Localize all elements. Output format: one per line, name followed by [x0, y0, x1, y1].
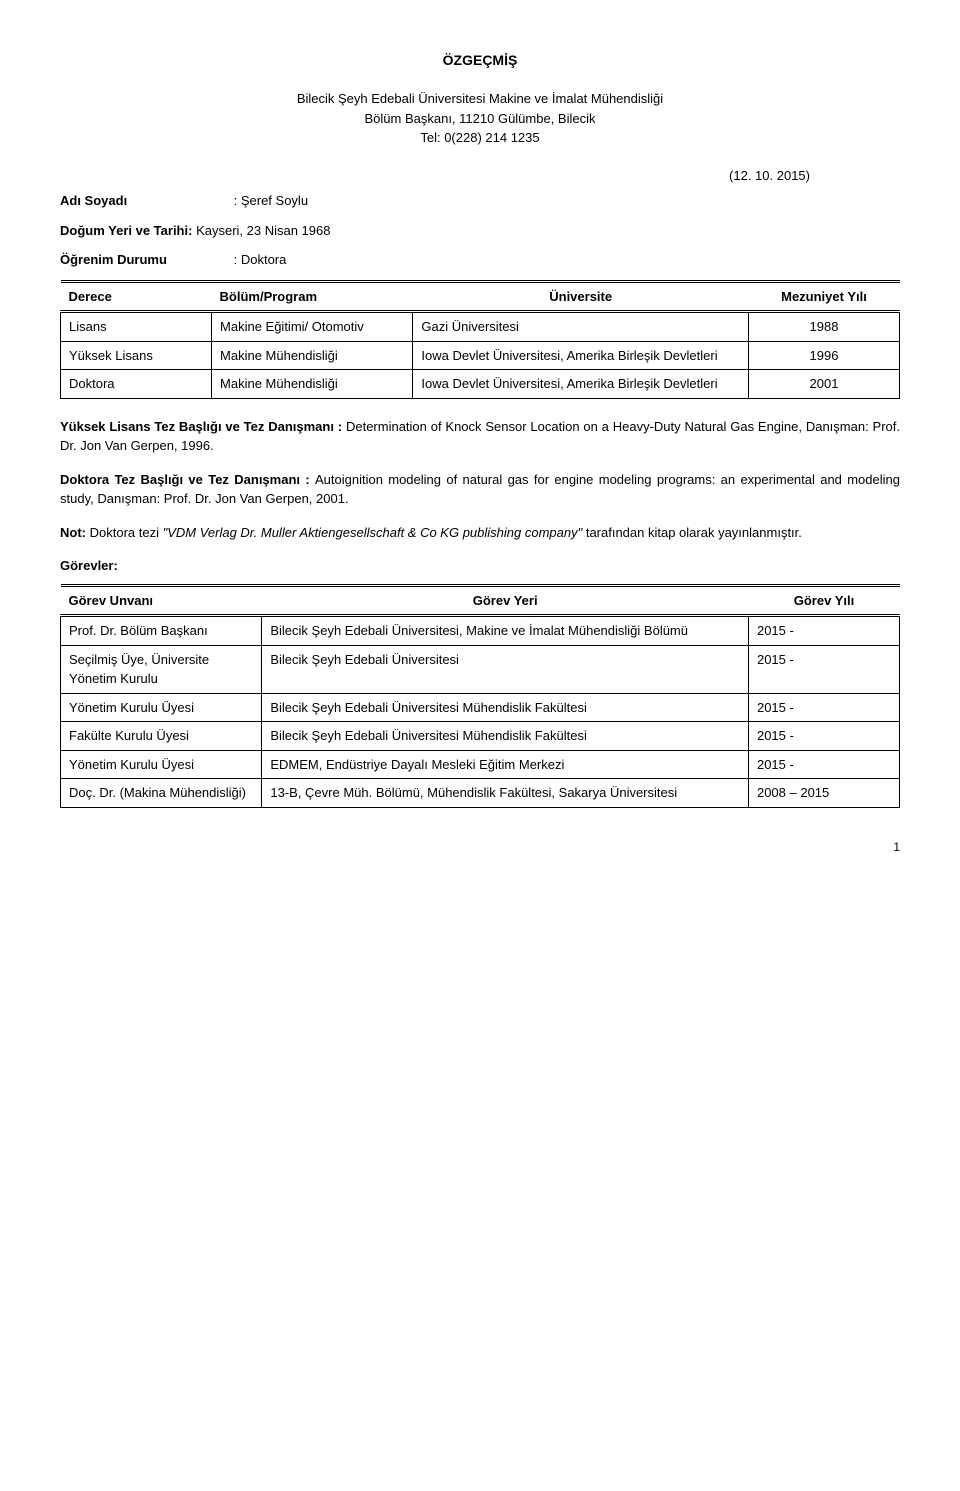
name-row: Adı Soyadı : Şeref Soylu — [60, 191, 900, 211]
edu-cell: Gazi Üniversitesi — [413, 312, 749, 342]
pos-cell: Prof. Dr. Bölüm Başkanı — [61, 616, 262, 646]
edu-th-degree: Derece — [61, 281, 212, 312]
pos-cell: 2015 - — [748, 616, 899, 646]
pos-cell: EDMEM, Endüstriye Dayalı Mesleki Eğitim … — [262, 750, 749, 779]
pos-th-place: Görev Yeri — [262, 585, 749, 616]
pos-cell: Fakülte Kurulu Üyesi — [61, 722, 262, 751]
edu-cell: 2001 — [748, 370, 899, 399]
edu-cell: Doktora — [61, 370, 212, 399]
phd-thesis-paragraph: Doktora Tez Başlığı ve Tez Danışmanı : A… — [60, 470, 900, 509]
table-row: Yüksek Lisans Makine Mühendisliği Iowa D… — [61, 341, 900, 370]
birth-value: Kayseri, 23 Nisan 1968 — [192, 223, 330, 238]
ms-thesis-label: Yüksek Lisans Tez Başlığı ve Tez Danışma… — [60, 419, 346, 434]
name-value: : Şeref Soylu — [234, 193, 308, 208]
ms-thesis-paragraph: Yüksek Lisans Tez Başlığı ve Tez Danışma… — [60, 417, 900, 456]
edu-label: Öğrenim Durumu — [60, 250, 230, 270]
affiliation-line: Bilecik Şeyh Edebali Üniversitesi Makine… — [60, 89, 900, 109]
table-row: Yönetim Kurulu Üyesi EDMEM, Endüstriye D… — [61, 750, 900, 779]
pos-cell: Bilecik Şeyh Edebali Üniversitesi — [262, 645, 749, 693]
document-title: ÖZGEÇMİŞ — [60, 50, 900, 71]
birth-label: Doğum Yeri ve Tarihi: — [60, 223, 192, 238]
birth-row: Doğum Yeri ve Tarihi: Kayseri, 23 Nisan … — [60, 221, 900, 241]
edu-cell: Lisans — [61, 312, 212, 342]
pos-cell: Bilecik Şeyh Edebali Üniversitesi, Makin… — [262, 616, 749, 646]
affiliation-block: Bilecik Şeyh Edebali Üniversitesi Makine… — [60, 89, 900, 148]
edu-th-year: Mezuniyet Yılı — [748, 281, 899, 312]
table-row: Fakülte Kurulu Üyesi Bilecik Şeyh Edebal… — [61, 722, 900, 751]
edu-row: Öğrenim Durumu : Doktora — [60, 250, 900, 270]
pos-th-title: Görev Unvanı — [61, 585, 262, 616]
edu-cell: Iowa Devlet Üniversitesi, Amerika Birleş… — [413, 341, 749, 370]
note-paragraph: Not: Doktora tezi "VDM Verlag Dr. Muller… — [60, 523, 900, 543]
pos-cell: 2015 - — [748, 645, 899, 693]
pos-cell: 2008 – 2015 — [748, 779, 899, 808]
note-italic: "VDM Verlag Dr. Muller Aktiengesellschaf… — [163, 525, 583, 540]
edu-cell: Makine Mühendisliği — [212, 370, 413, 399]
pos-cell: 2015 - — [748, 693, 899, 722]
pos-cell: 2015 - — [748, 750, 899, 779]
table-row: Prof. Dr. Bölüm Başkanı Bilecik Şeyh Ede… — [61, 616, 900, 646]
table-row: Lisans Makine Eğitimi/ Otomotiv Gazi Üni… — [61, 312, 900, 342]
table-row: Doktora Makine Mühendisliği Iowa Devlet … — [61, 370, 900, 399]
education-table: Derece Bölüm/Program Üniversite Mezuniye… — [60, 280, 900, 399]
note-post: tarafından kitap olarak yayınlanmıştır. — [582, 525, 802, 540]
edu-value: : Doktora — [234, 252, 287, 267]
note-label: Not: — [60, 525, 90, 540]
edu-cell: Makine Mühendisliği — [212, 341, 413, 370]
pos-cell: Seçilmiş Üye, Üniversite Yönetim Kurulu — [61, 645, 262, 693]
table-row: Yönetim Kurulu Üyesi Bilecik Şeyh Edebal… — [61, 693, 900, 722]
affiliation-line: Bölüm Başkanı, 11210 Gülümbe, Bilecik — [60, 109, 900, 129]
pos-tbody: Prof. Dr. Bölüm Başkanı Bilecik Şeyh Ede… — [61, 616, 900, 808]
page-number: 1 — [60, 838, 900, 856]
pos-cell: 13-B, Çevre Müh. Bölümü, Mühendislik Fak… — [262, 779, 749, 808]
phd-thesis-label: Doktora Tez Başlığı ve Tez Danışmanı : — [60, 472, 315, 487]
edu-th-program: Bölüm/Program — [212, 281, 413, 312]
note-pre: Doktora tezi — [90, 525, 163, 540]
table-row: Doç. Dr. (Makina Mühendisliği) 13-B, Çev… — [61, 779, 900, 808]
pos-cell: 2015 - — [748, 722, 899, 751]
positions-table: Görev Unvanı Görev Yeri Görev Yılı Prof.… — [60, 584, 900, 808]
pos-cell: Bilecik Şeyh Edebali Üniversitesi Mühend… — [262, 722, 749, 751]
edu-cell: 1988 — [748, 312, 899, 342]
edu-cell: Makine Eğitimi/ Otomotiv — [212, 312, 413, 342]
document-date: (12. 10. 2015) — [60, 166, 900, 186]
positions-label: Görevler: — [60, 556, 900, 576]
edu-tbody: Lisans Makine Eğitimi/ Otomotiv Gazi Üni… — [61, 312, 900, 399]
affiliation-line: Tel: 0(228) 214 1235 — [60, 128, 900, 148]
name-label: Adı Soyadı — [60, 191, 230, 211]
pos-cell: Bilecik Şeyh Edebali Üniversitesi Mühend… — [262, 693, 749, 722]
table-row: Seçilmiş Üye, Üniversite Yönetim Kurulu … — [61, 645, 900, 693]
edu-cell: Yüksek Lisans — [61, 341, 212, 370]
edu-th-university: Üniversite — [413, 281, 749, 312]
edu-cell: Iowa Devlet Üniversitesi, Amerika Birleş… — [413, 370, 749, 399]
pos-cell: Yönetim Kurulu Üyesi — [61, 693, 262, 722]
edu-cell: 1996 — [748, 341, 899, 370]
pos-th-year: Görev Yılı — [748, 585, 899, 616]
pos-cell: Doç. Dr. (Makina Mühendisliği) — [61, 779, 262, 808]
pos-cell: Yönetim Kurulu Üyesi — [61, 750, 262, 779]
